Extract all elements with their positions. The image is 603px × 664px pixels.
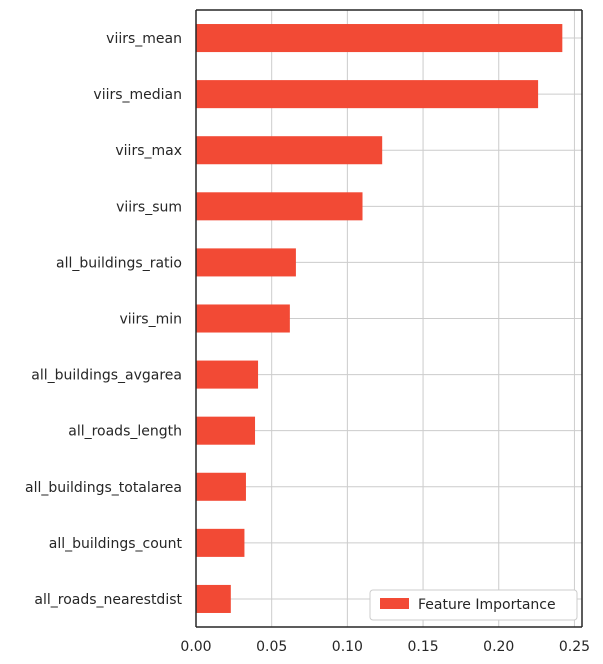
y-tick-label: viirs_median xyxy=(93,87,182,103)
y-tick-label: viirs_mean xyxy=(106,31,182,47)
x-tick-label: 0.10 xyxy=(332,639,363,655)
bar-viirs-sum xyxy=(196,192,363,221)
bar-all-buildings-ratio xyxy=(196,248,296,277)
bar-viirs-max xyxy=(196,136,383,165)
y-tick-label: all_roads_length xyxy=(68,424,182,440)
y-tick-label: all_buildings_count xyxy=(49,536,183,552)
x-tick-label: 0.25 xyxy=(559,639,590,655)
legend-box xyxy=(369,589,578,621)
x-tick-label: 0.20 xyxy=(483,639,514,655)
legend: Feature Importance xyxy=(369,589,578,621)
y-tick-label: all_buildings_totalarea xyxy=(25,480,182,496)
bar-viirs-median xyxy=(196,80,539,109)
bar-all-buildings-totalarea xyxy=(196,472,246,501)
x-tick-label: 0.15 xyxy=(407,639,438,655)
y-tick-labels: viirs_mean viirs_median viirs_max viirs_sum… xyxy=(25,31,182,608)
x-tick-label: 0.05 xyxy=(256,639,287,655)
x-tick-labels: 0.00 0.05 0.10 0.15 0.20 0.25 xyxy=(180,639,590,655)
bar-viirs-mean xyxy=(196,24,563,53)
bars xyxy=(196,24,563,613)
y-tick-label: viirs_sum xyxy=(116,199,182,215)
bar-all-roads-nearestdist xyxy=(196,584,231,613)
axes-frame xyxy=(195,9,583,628)
legend-swatch xyxy=(380,598,409,609)
y-tick-label: viirs_min xyxy=(119,312,182,328)
bar-all-buildings-avgarea xyxy=(196,360,259,389)
legend-label: Feature Importance xyxy=(418,597,556,613)
y-tick-label: all_roads_nearestdist xyxy=(34,592,182,608)
y-tick-label: all_buildings_avgarea xyxy=(31,368,182,384)
y-tick-label: viirs_max xyxy=(115,143,182,159)
bar-all-buildings-count xyxy=(196,528,245,557)
bar-viirs-min xyxy=(196,304,290,333)
x-tick-label: 0.00 xyxy=(180,639,211,655)
y-tick-label: all_buildings_ratio xyxy=(56,255,182,271)
bar-all-roads-length xyxy=(196,416,256,445)
